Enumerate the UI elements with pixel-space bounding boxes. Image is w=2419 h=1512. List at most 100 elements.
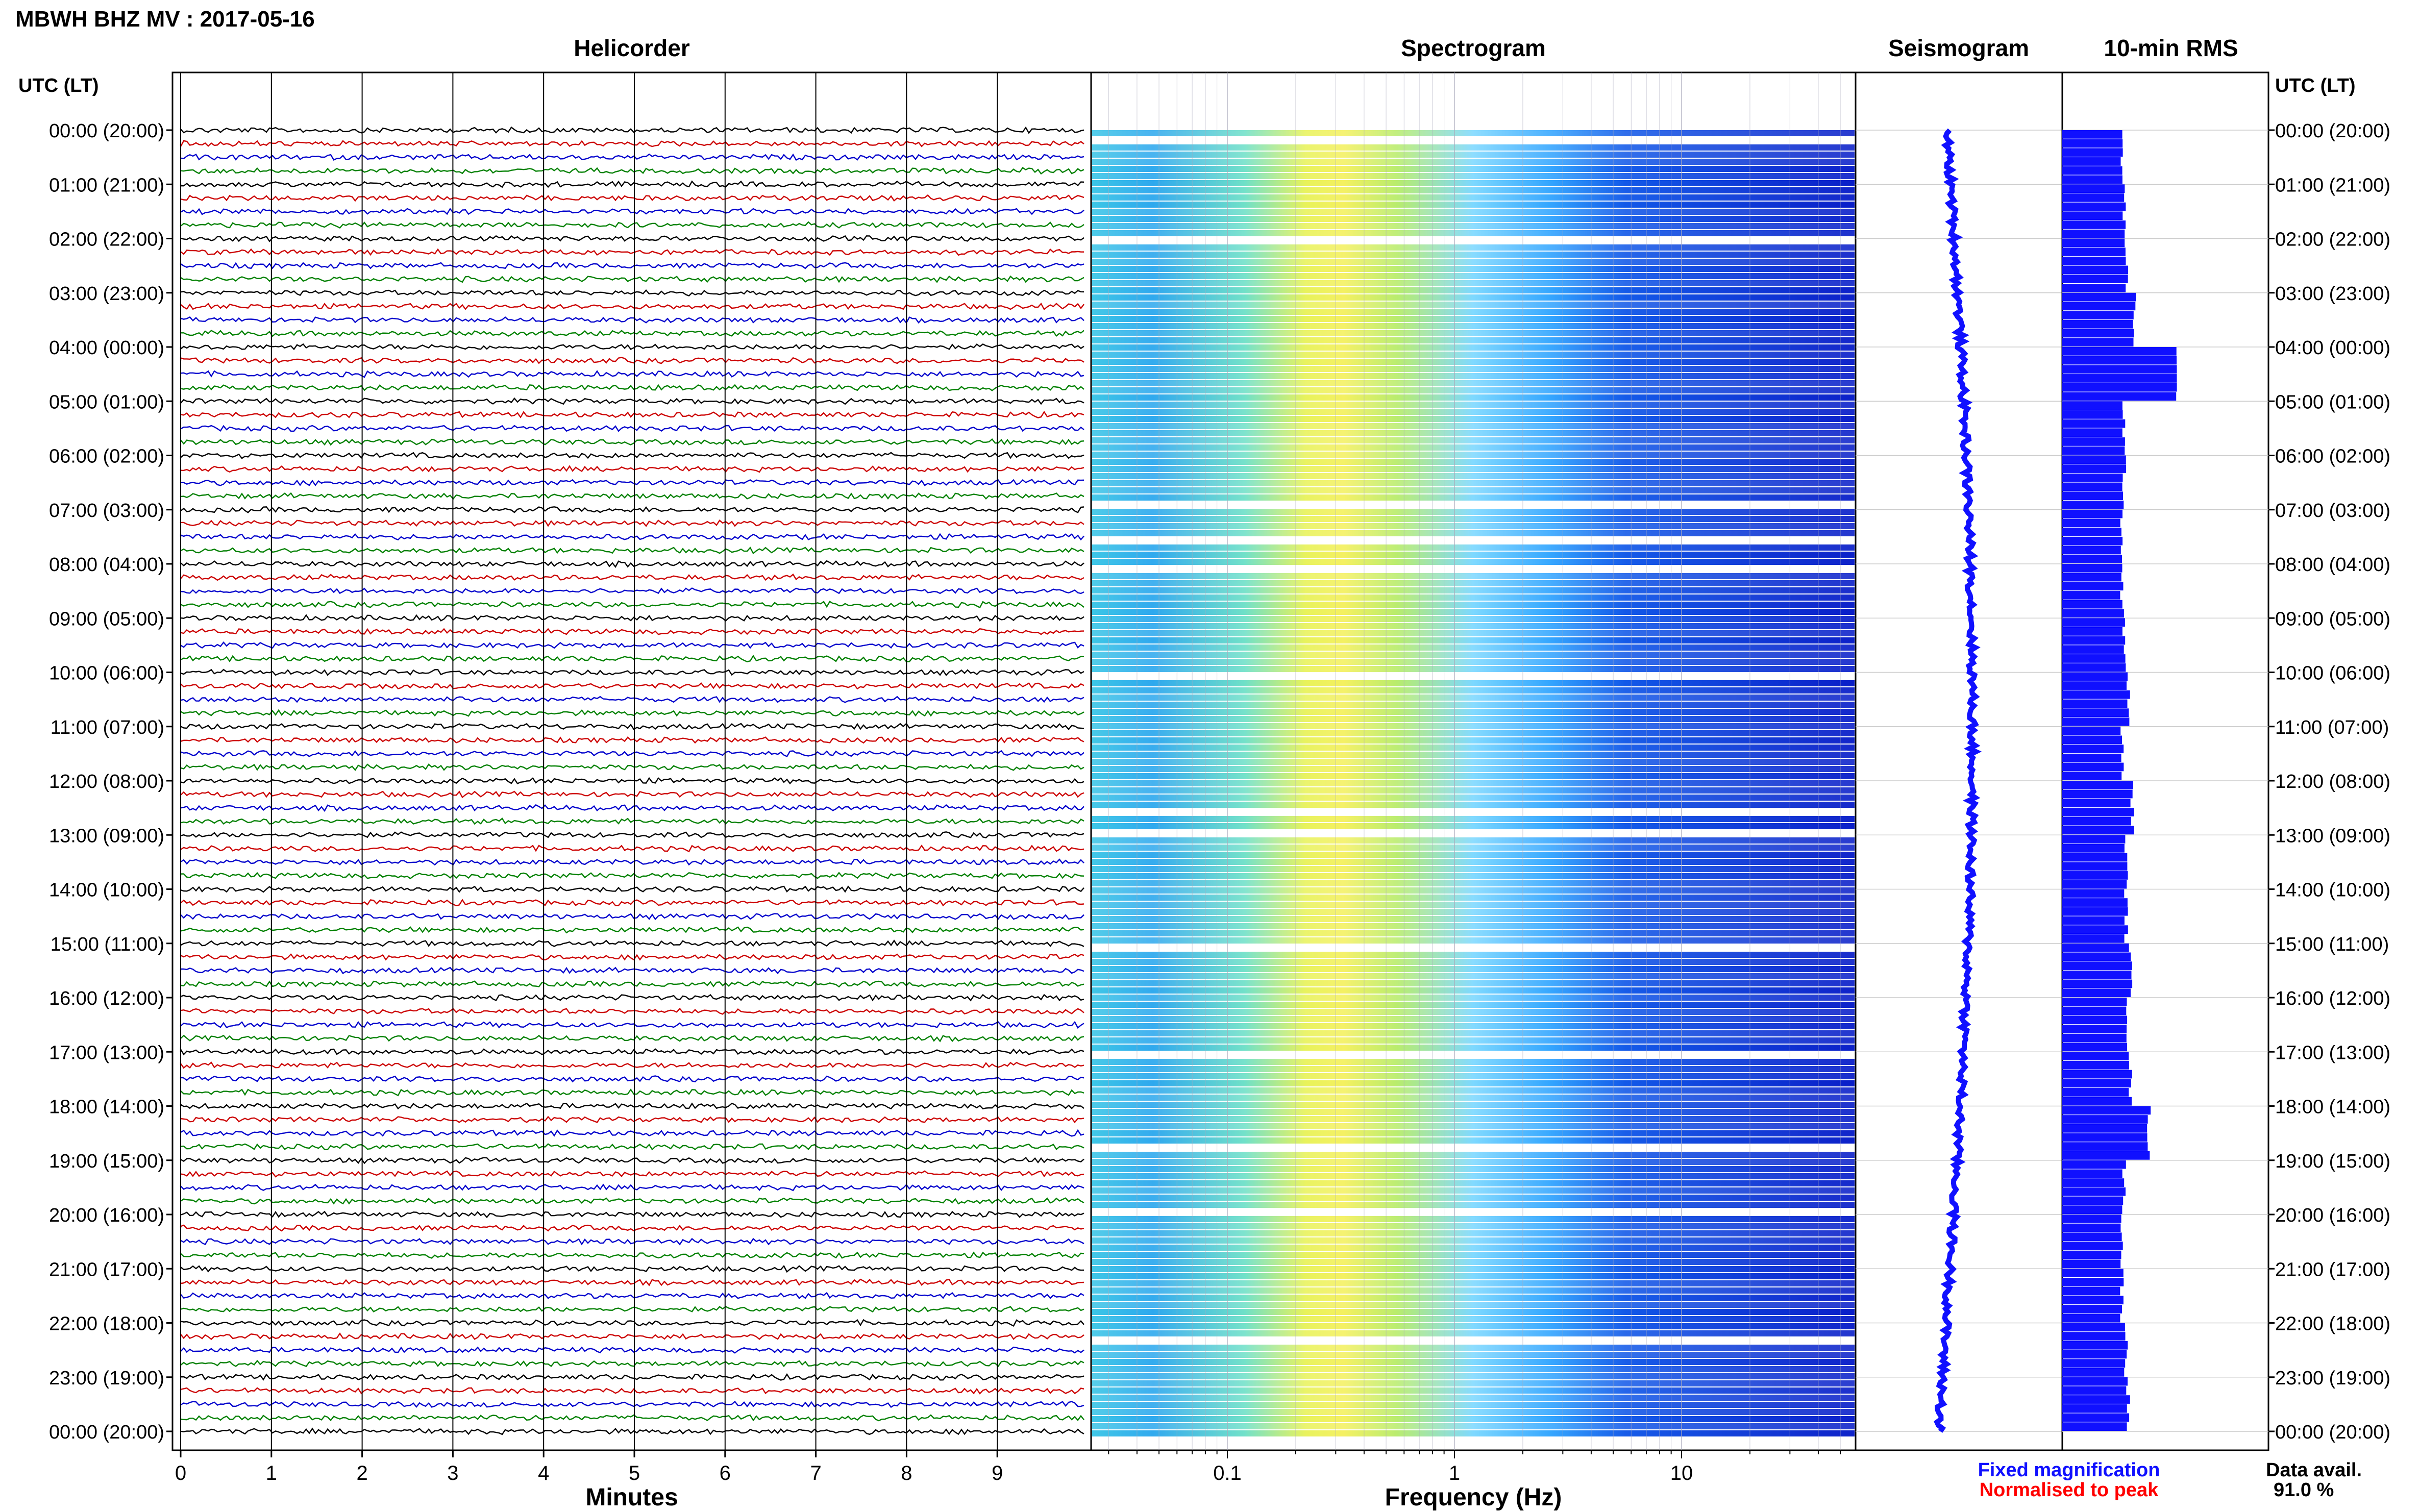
time-tick-right: 06:00 (02:00) [2275, 446, 2390, 467]
helicorder-trace-line [180, 180, 1084, 188]
time-tick-right: 12:00 (08:00) [2275, 771, 2390, 792]
rms-bar [2062, 1088, 2129, 1097]
rms-bar [2062, 1286, 2120, 1296]
spectrogram-row [1092, 1316, 1855, 1322]
time-tick-right: 00:00 (20:00) [2275, 1422, 2390, 1443]
helicorder-trace-line [180, 1319, 1084, 1327]
spectrogram-row [1092, 1352, 1855, 1358]
spectrogram-row [1092, 1266, 1855, 1272]
helicorder-trace-line [180, 1210, 1084, 1219]
spectrogram-row [1092, 659, 1855, 665]
spectrogram-row [1092, 1416, 1855, 1422]
spectrogram-row [1092, 966, 1855, 972]
helicorder-trace-line [180, 953, 1084, 961]
spectrogram-row [1092, 959, 1855, 965]
rms-bar [2062, 762, 2124, 772]
rms-bar [2062, 925, 2128, 934]
spectrogram-row [1092, 1245, 1855, 1251]
seismogram-hour-grid [1856, 130, 2062, 1432]
spectrogram-row [1092, 359, 1855, 365]
helicorder-trace-line [180, 668, 1084, 677]
rms-bar [2062, 319, 2133, 329]
spectrogram-row [1092, 523, 1855, 529]
helicorder-trace-line [180, 1143, 1084, 1151]
rms-bar [2062, 302, 2136, 311]
rms-bar [2062, 275, 2128, 283]
rms-bar [2062, 247, 2126, 256]
spectrogram-row [1092, 494, 1855, 501]
helicorder-trace-line [180, 397, 1084, 405]
helicorder-trace-line [180, 194, 1084, 202]
helicorder-trace-line [180, 208, 1084, 215]
spectrogram-row [1092, 166, 1855, 172]
spectrogram-row [1092, 173, 1855, 179]
time-tick-right: 09:00 (05:00) [2275, 608, 2390, 630]
helicorder-trace-line [180, 1332, 1084, 1340]
rms-bar [2062, 1061, 2129, 1070]
rms-bar [2062, 284, 2126, 292]
rms-bar [2062, 889, 2125, 898]
rms-bar [2062, 591, 2120, 600]
spectrogram-row [1092, 480, 1855, 486]
helicorder-trace-line [180, 1265, 1084, 1273]
helicorder-trace-line [180, 425, 1084, 432]
frequency-tick-label: 1 [1449, 1462, 1460, 1484]
rms-bar [2062, 546, 2121, 555]
rms-bar [2062, 1368, 2125, 1377]
spectrogram-row [1092, 473, 1855, 479]
rms-bar [2062, 1278, 2124, 1286]
minute-tick-label: 4 [538, 1462, 549, 1484]
spectrogram-row [1092, 816, 1855, 822]
spectrogram-row [1092, 730, 1855, 736]
rms-bar [2062, 735, 2122, 745]
figure-title: MBWH BHZ MV : 2017-05-16 [15, 7, 315, 32]
helicorder-trace-line [180, 858, 1084, 866]
rms-bar [2062, 175, 2122, 184]
rms-bar [2062, 916, 2125, 925]
spectrogram-row [1092, 837, 1855, 844]
spectrogram-row [1092, 152, 1855, 158]
spectrogram-row [1092, 702, 1855, 708]
helicorder-trace-line [180, 506, 1084, 513]
helicorder-trace-line [180, 519, 1084, 527]
rms-bars [2062, 130, 2177, 1431]
helicorder-trace-line [180, 1088, 1084, 1097]
helicorder-trace-line [180, 235, 1084, 242]
time-tick-left: 06:00 (02:00) [49, 446, 164, 467]
time-tick-left: 15:00 (11:00) [51, 934, 164, 955]
spectrogram-row [1092, 1116, 1855, 1122]
rms-bar [2062, 1341, 2128, 1350]
helicorder-trace-line [180, 682, 1084, 690]
frequency-tick-label: 10 [1670, 1462, 1693, 1484]
helicorder-trace-line [180, 316, 1084, 324]
spectrogram-panel [1090, 71, 1857, 1451]
spectrogram-row [1092, 316, 1855, 322]
rms-bar [2062, 202, 2126, 211]
rms-bar [2062, 1259, 2121, 1269]
spectrogram-row [1092, 1345, 1855, 1351]
spectrogram-row [1092, 1395, 1855, 1401]
spectrogram-row [1092, 1287, 1855, 1294]
seismogram-title: Seismogram [1888, 35, 2029, 61]
spectrogram-row [1092, 652, 1855, 658]
rms-bar [2062, 1196, 2124, 1205]
rms-bar [2062, 1169, 2122, 1178]
spectrogram-row [1092, 509, 1855, 515]
time-tick-left: 17:00 (13:00) [49, 1042, 164, 1063]
helicorder-title: Helicorder [574, 35, 690, 61]
time-tick-left: 09:00 (05:00) [49, 608, 164, 630]
time-tick-right: 07:00 (03:00) [2275, 500, 2390, 522]
helicorder-trace-line [180, 1116, 1084, 1124]
time-tick-left: 12:00 (08:00) [49, 771, 164, 792]
helicorder-trace-line [180, 723, 1084, 731]
helicorder-trace-line [180, 573, 1084, 581]
rms-bar [2062, 789, 2133, 799]
time-tick-left: 05:00 (01:00) [49, 391, 164, 413]
spectrogram-row [1092, 1202, 1855, 1208]
helicorder-trace-line [180, 140, 1084, 147]
rms-bar [2062, 636, 2126, 645]
helicorder-trace-line [180, 1197, 1084, 1205]
spectrogram-row [1092, 1152, 1855, 1158]
minute-tick-label: 2 [356, 1462, 367, 1484]
rms-bar [2062, 681, 2127, 690]
